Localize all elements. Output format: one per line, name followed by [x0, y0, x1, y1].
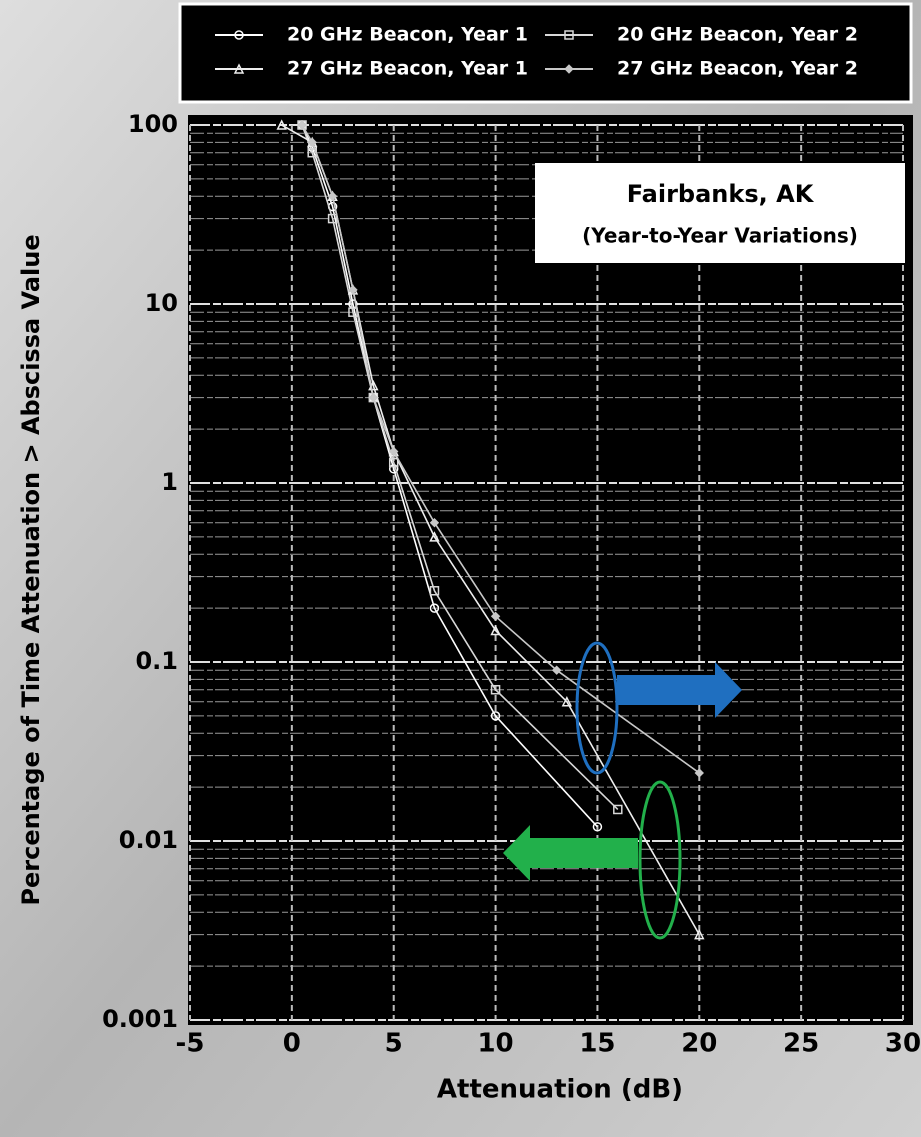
highlight-ellipse [575, 641, 619, 775]
chart-subtitle: (Year-to-Year Variations) [582, 224, 858, 248]
point [694, 928, 705, 940]
y-tick-label: 100 [128, 110, 178, 138]
highlight-ellipse [638, 780, 682, 940]
point [389, 446, 399, 457]
point [327, 191, 338, 201]
x-tick-label: 30 [885, 1029, 921, 1059]
x-tick-label: -5 [176, 1029, 205, 1059]
x-tick-label: 0 [283, 1029, 301, 1059]
point [234, 30, 244, 40]
point [490, 624, 501, 636]
point [327, 213, 338, 224]
y-tick-label: 0.1 [135, 647, 178, 675]
point [490, 684, 501, 695]
legend-label: 20 GHz Beacon, Year 1 [287, 24, 528, 46]
point [551, 665, 562, 675]
x-tick-label: 20 [681, 1029, 717, 1059]
point [564, 30, 574, 40]
y-axis-label: Percentage of Time Attenuation > Absciss… [17, 234, 45, 905]
legend-label: 27 GHz Beacon, Year 1 [287, 58, 528, 80]
y-tick-label: 1 [161, 468, 178, 496]
x-tick-label: 25 [783, 1029, 819, 1059]
point [490, 611, 501, 622]
plot-area [188, 115, 913, 1025]
x-tick-label: 10 [477, 1029, 513, 1059]
point [388, 457, 399, 468]
x-tick-label: 5 [385, 1029, 403, 1059]
point [429, 518, 440, 528]
point [307, 137, 317, 148]
point [297, 120, 307, 130]
point [233, 63, 245, 74]
series-line [301, 124, 700, 774]
point [613, 804, 623, 815]
legend-label: 20 GHz Beacon, Year 2 [617, 24, 858, 46]
point [348, 285, 358, 295]
point [429, 586, 440, 596]
chart-title: Fairbanks, AK [627, 180, 815, 208]
y-tick-label: 0.001 [102, 1005, 178, 1033]
y-tick-label: 10 [145, 289, 178, 317]
point [564, 64, 574, 74]
point [592, 822, 603, 832]
x-axis-label: Attenuation (dB) [437, 1075, 683, 1105]
point [429, 603, 440, 613]
point [368, 392, 379, 403]
point [561, 696, 573, 707]
point [429, 531, 440, 542]
x-tick-label: 15 [579, 1029, 615, 1059]
point [490, 711, 501, 721]
title-box [535, 163, 905, 263]
y-tick-label: 0.01 [119, 826, 178, 854]
arrow-left [503, 825, 638, 881]
point [276, 119, 287, 130]
legend-box [178, 2, 913, 104]
arrow-right [617, 662, 742, 718]
legend-label: 27 GHz Beacon, Year 2 [617, 58, 858, 80]
point [694, 768, 704, 778]
